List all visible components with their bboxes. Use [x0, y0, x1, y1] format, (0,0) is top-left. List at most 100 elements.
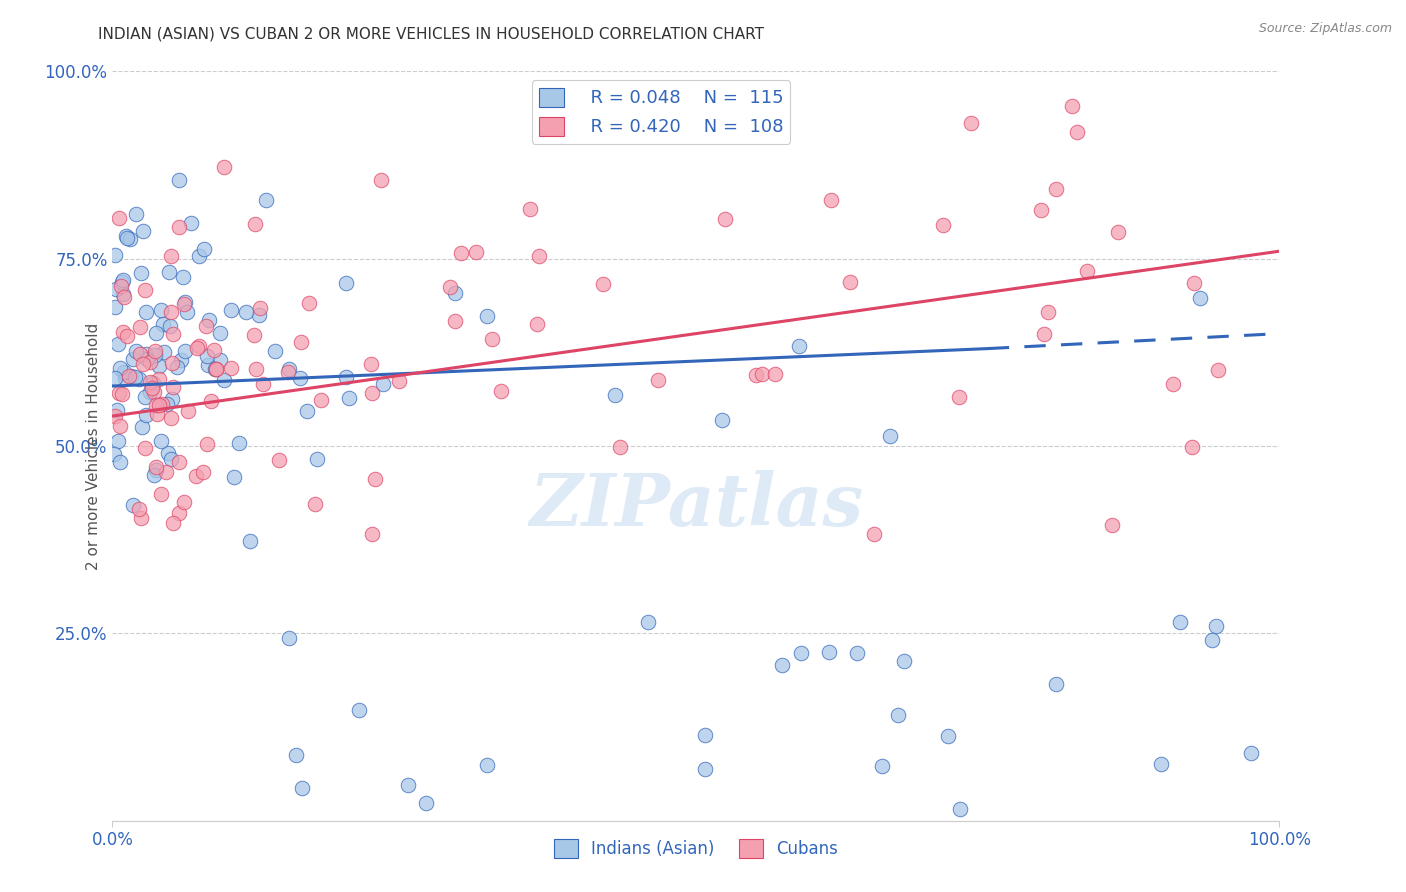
Point: [149, 486, 172, 500]
Point: [129, 511, 152, 525]
Point: [156, 396, 179, 410]
Point: [1029, 203, 1052, 218]
Point: [160, 249, 183, 263]
Point: [176, 305, 198, 319]
Point: [148, 359, 170, 373]
Point: [128, 372, 150, 386]
Point: [112, 290, 135, 304]
Point: [948, 391, 970, 405]
Point: [160, 356, 183, 370]
Point: [139, 355, 162, 369]
Point: [125, 343, 148, 358]
Point: [298, 296, 321, 310]
Point: [1045, 677, 1067, 691]
Point: [893, 654, 915, 668]
Point: [139, 384, 162, 399]
Point: [637, 615, 659, 629]
Point: [205, 362, 228, 376]
Point: [169, 219, 191, 234]
Point: [173, 495, 195, 509]
Point: [120, 368, 142, 383]
Point: [152, 317, 174, 331]
Point: [122, 498, 145, 512]
Point: [269, 452, 291, 467]
Point: [221, 360, 243, 375]
Point: [114, 229, 136, 244]
Text: Source: ZipAtlas.com: Source: ZipAtlas.com: [1258, 22, 1392, 36]
Point: [173, 296, 195, 310]
Point: [751, 368, 773, 382]
Point: [104, 301, 127, 315]
Point: [1239, 746, 1261, 760]
Text: INDIAN (ASIAN) VS CUBAN 2 OR MORE VEHICLES IN HOUSEHOLD CORRELATION CHART: INDIAN (ASIAN) VS CUBAN 2 OR MORE VEHICL…: [98, 27, 765, 42]
Point: [475, 758, 498, 772]
Point: [295, 403, 318, 417]
Point: [108, 418, 131, 433]
Point: [288, 370, 311, 384]
Point: [1101, 518, 1123, 533]
Point: [444, 314, 467, 328]
Point: [609, 440, 631, 454]
Point: [219, 303, 242, 318]
Point: [862, 527, 884, 541]
Point: [142, 376, 165, 390]
Point: [304, 497, 326, 511]
Point: [370, 173, 392, 187]
Point: [167, 506, 190, 520]
Point: [188, 339, 211, 353]
Point: [156, 445, 179, 459]
Point: [713, 212, 735, 227]
Point: [222, 469, 245, 483]
Point: [1161, 376, 1184, 391]
Point: [103, 447, 125, 461]
Point: [170, 353, 193, 368]
Point: [143, 349, 166, 363]
Point: [162, 326, 184, 341]
Point: [247, 308, 270, 322]
Point: [1038, 305, 1060, 319]
Point: [159, 318, 181, 333]
Point: [1060, 99, 1083, 113]
Point: [197, 358, 219, 372]
Point: [112, 273, 135, 287]
Point: [481, 332, 503, 346]
Point: [121, 351, 143, 366]
Point: [195, 349, 218, 363]
Point: [195, 436, 218, 450]
Point: [108, 385, 131, 400]
Point: [162, 392, 184, 407]
Point: [159, 410, 181, 425]
Point: [150, 397, 173, 411]
Point: [143, 468, 166, 483]
Point: [148, 398, 170, 412]
Point: [519, 202, 541, 216]
Text: ZIPatlas: ZIPatlas: [529, 470, 863, 541]
Point: [108, 211, 131, 226]
Point: [135, 408, 157, 422]
Point: [1205, 619, 1227, 633]
Point: [167, 173, 190, 187]
Point: [592, 277, 614, 292]
Point: [104, 371, 127, 385]
Point: [131, 420, 153, 434]
Legend: Indians (Asian), Cubans: Indians (Asian), Cubans: [547, 833, 845, 864]
Point: [742, 129, 765, 144]
Point: [711, 413, 734, 427]
Point: [818, 645, 841, 659]
Point: [108, 361, 131, 376]
Point: [364, 472, 387, 486]
Point: [162, 380, 184, 394]
Point: [243, 218, 266, 232]
Point: [745, 368, 768, 382]
Point: [291, 781, 314, 796]
Point: [252, 376, 274, 391]
Point: [693, 728, 716, 742]
Point: [1076, 264, 1098, 278]
Point: [105, 403, 128, 417]
Point: [148, 372, 170, 386]
Point: [337, 391, 360, 405]
Point: [212, 160, 235, 174]
Point: [131, 358, 153, 372]
Point: [155, 466, 177, 480]
Point: [770, 657, 793, 672]
